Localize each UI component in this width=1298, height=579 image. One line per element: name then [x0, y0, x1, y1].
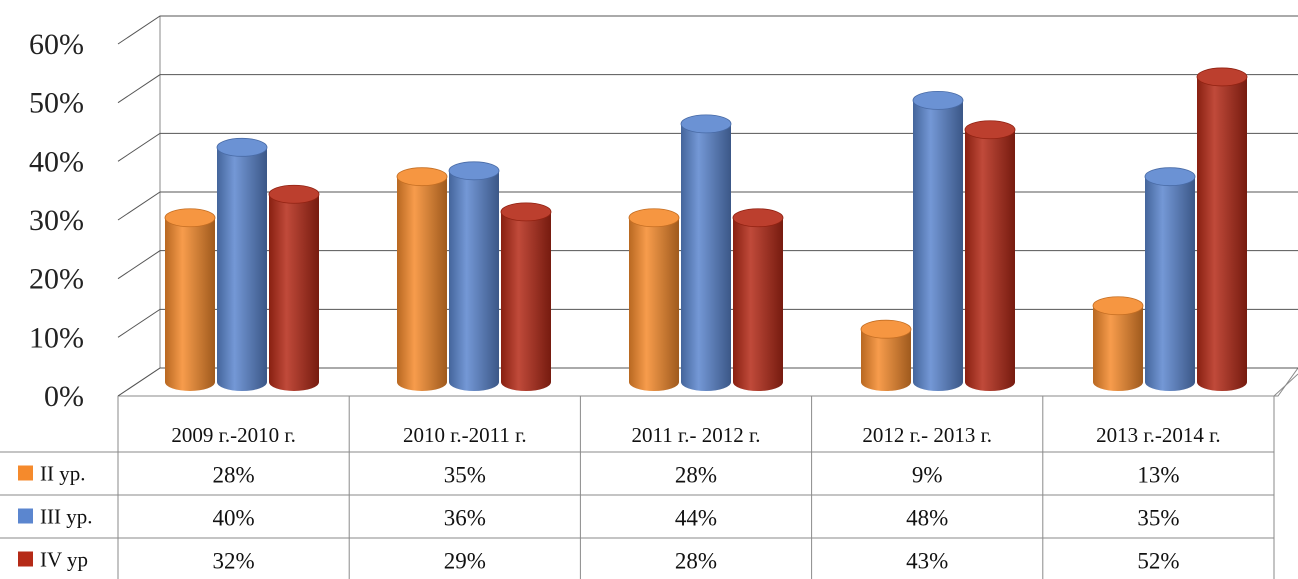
bar-body: [681, 123, 731, 391]
bar-body: [397, 176, 447, 391]
category-label: 2009 г.-2010 г.: [171, 423, 295, 447]
bar-body: [449, 170, 499, 391]
bar-body: [913, 100, 963, 392]
bar: [268, 184, 320, 391]
gridline: [117, 15, 1298, 45]
data-label: 48%: [906, 506, 948, 531]
category-label: 2013 г.-2014 г.: [1096, 423, 1220, 447]
data-label: 52%: [1137, 549, 1179, 574]
bar: [860, 319, 912, 391]
bar-body: [1093, 305, 1143, 391]
bar-body: [165, 217, 215, 391]
y-tick-label: 20%: [29, 263, 84, 296]
bar: [164, 208, 216, 391]
y-tick-label: 10%: [29, 321, 84, 354]
series-name: II ур.: [40, 462, 86, 486]
bar-top: [448, 161, 500, 181]
y-tick-label: 60%: [29, 28, 84, 61]
data-table: 2009 г.-2010 г. 2010 г.-2011 г. 2011 г.- 2…: [0, 373, 1298, 579]
bar: [216, 137, 268, 391]
bar-top: [1092, 296, 1144, 316]
data-label: 40%: [213, 506, 255, 531]
bar-top: [732, 208, 784, 228]
table-border: [1273, 373, 1298, 397]
bar: [628, 208, 680, 391]
bar: [500, 202, 552, 391]
data-label: 28%: [675, 463, 717, 488]
data-label: 44%: [675, 506, 717, 531]
data-label: 36%: [444, 506, 486, 531]
data-label: 32%: [213, 549, 255, 574]
data-label: 13%: [1137, 463, 1179, 488]
gridline: [117, 74, 1298, 104]
bar-top: [396, 167, 448, 187]
bar-body: [629, 217, 679, 391]
bar-top: [860, 319, 912, 339]
bar-top: [216, 137, 268, 157]
y-tick-label: 0%: [44, 380, 84, 413]
bar-body: [733, 217, 783, 391]
bar-top: [1144, 167, 1196, 187]
legend-key: [18, 465, 33, 481]
bars: [164, 67, 1248, 392]
bar-body: [501, 211, 551, 391]
series-name: IV ур: [40, 548, 88, 572]
category-label: 2012 г.- 2013 г.: [862, 423, 992, 447]
bar-body: [965, 129, 1015, 391]
bar-body: [861, 329, 911, 391]
bar-top: [1196, 67, 1248, 87]
gridlines: [117, 15, 1298, 397]
data-label: 35%: [444, 463, 486, 488]
legend-key: [18, 551, 33, 567]
bar-top: [912, 91, 964, 110]
data-label: 35%: [1137, 506, 1179, 531]
bar: [1092, 296, 1144, 391]
bar-body: [1197, 76, 1247, 391]
bar: [1144, 167, 1196, 391]
category-label: 2010 г.-2011 г.: [403, 423, 527, 447]
bar: [396, 167, 448, 391]
series-name: III ур.: [40, 505, 92, 529]
bar-top: [500, 202, 552, 222]
legend-key: [18, 508, 33, 524]
y-tick-label: 40%: [29, 145, 84, 178]
bar-body: [217, 147, 267, 391]
bar-top: [268, 184, 320, 204]
y-tick-label: 30%: [29, 204, 84, 237]
bar: [448, 161, 500, 391]
bar: [912, 91, 964, 392]
floor-front-edge: [118, 367, 1298, 397]
bar: [680, 114, 732, 391]
data-label: 43%: [906, 549, 948, 574]
bar-top: [164, 208, 216, 228]
data-label: 28%: [675, 549, 717, 574]
y-axis: 0% 10% 20% 30% 40% 50% 60%: [29, 28, 84, 413]
y-tick-label: 50%: [29, 87, 84, 120]
bar-top: [964, 120, 1016, 140]
data-label: 9%: [912, 463, 943, 488]
bar-body: [1145, 176, 1195, 391]
data-label: 28%: [213, 463, 255, 488]
bar: [732, 208, 784, 391]
bar: [964, 120, 1016, 391]
bar-body: [269, 194, 319, 391]
bar-top: [680, 114, 732, 134]
bar: [1196, 67, 1248, 391]
category-label: 2011 г.- 2012 г.: [632, 423, 761, 447]
bar-top: [628, 208, 680, 228]
data-label: 29%: [444, 549, 486, 574]
